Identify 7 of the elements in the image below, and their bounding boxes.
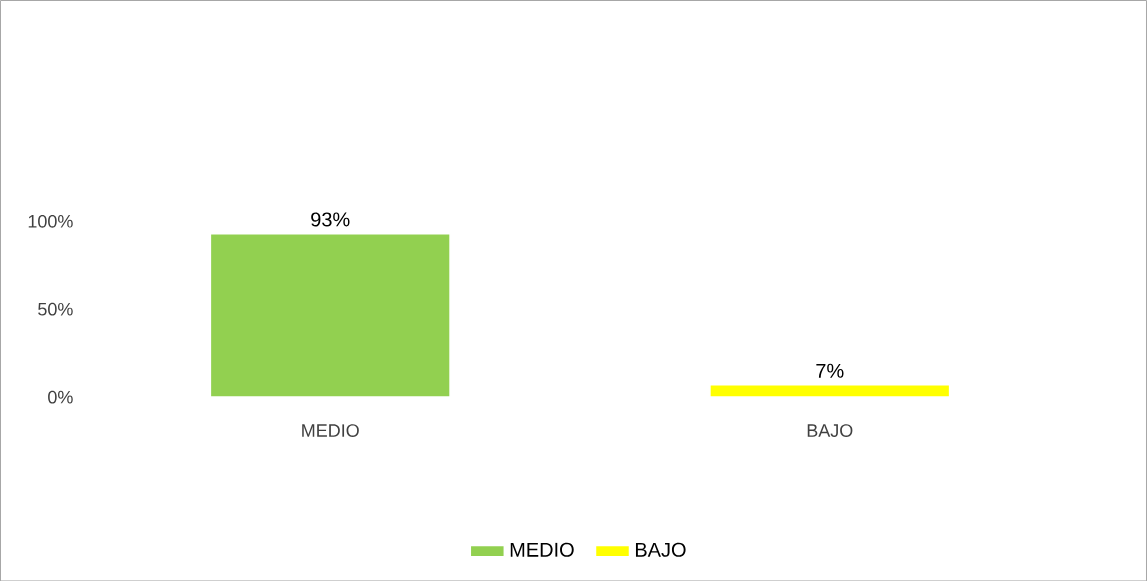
y-tick-label: 0% — [48, 390, 73, 404]
legend-label: BAJO — [635, 542, 686, 557]
y-tick-label: 50% — [38, 302, 73, 316]
data-label: 7% — [816, 363, 844, 378]
data-label: 93% — [311, 212, 350, 227]
y-tick-label: 100% — [28, 214, 73, 228]
legend-label: MEDIO — [510, 542, 574, 557]
